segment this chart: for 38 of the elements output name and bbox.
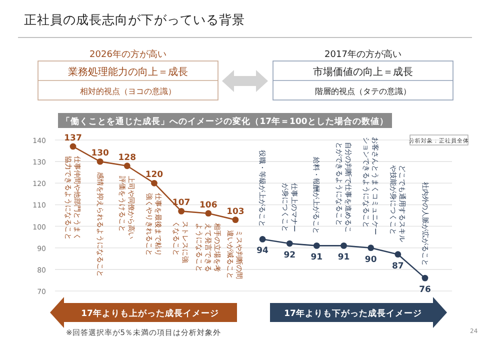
data-label: 94 [256,246,269,256]
point [96,158,104,165]
data-label: 106 [200,200,218,210]
data-label: 91 [310,252,323,263]
text: 17年よりも下がった成長イメージ [284,308,422,319]
chart-title: 正社員の成長志向が下がっている背景 [24,12,245,27]
point [70,143,76,150]
data-label: 130 [91,148,110,159]
point [151,180,158,186]
data-label: 90 [364,254,377,265]
point [286,240,293,247]
data-label: 120 [145,170,164,180]
point [259,236,266,242]
point [368,244,374,252]
point [422,274,428,282]
data-label: 92 [284,250,296,261]
point [313,242,320,249]
data-label: 103 [226,206,244,217]
text: 業務処理能力の向上＝成長 [68,66,188,78]
point [205,210,212,217]
text: 2026年の方が高い [90,49,166,60]
point [178,208,185,214]
data-label: 128 [118,152,136,163]
text: 市場価値の向上＝成長 [313,66,413,78]
text: 階層的視点（タテの意識） [315,87,411,96]
point [394,251,402,258]
data-label: 107 [172,198,190,208]
data-label: 137 [64,133,82,144]
text: 相対的視点（ヨコの意識） [80,87,176,96]
text: 17年よりも上がった成長イメージ [81,308,219,319]
point [340,242,347,249]
point [124,162,130,170]
point [232,216,239,224]
data-label: 76 [419,285,431,296]
chart-subtitle: 「働くことを通じた成長」へのイメージの変化（17年＝100とした場合の数値） [62,116,388,127]
data-label: 87 [392,261,404,272]
text: 2017年の方が高い [324,49,402,60]
data-label: 91 [338,252,350,263]
